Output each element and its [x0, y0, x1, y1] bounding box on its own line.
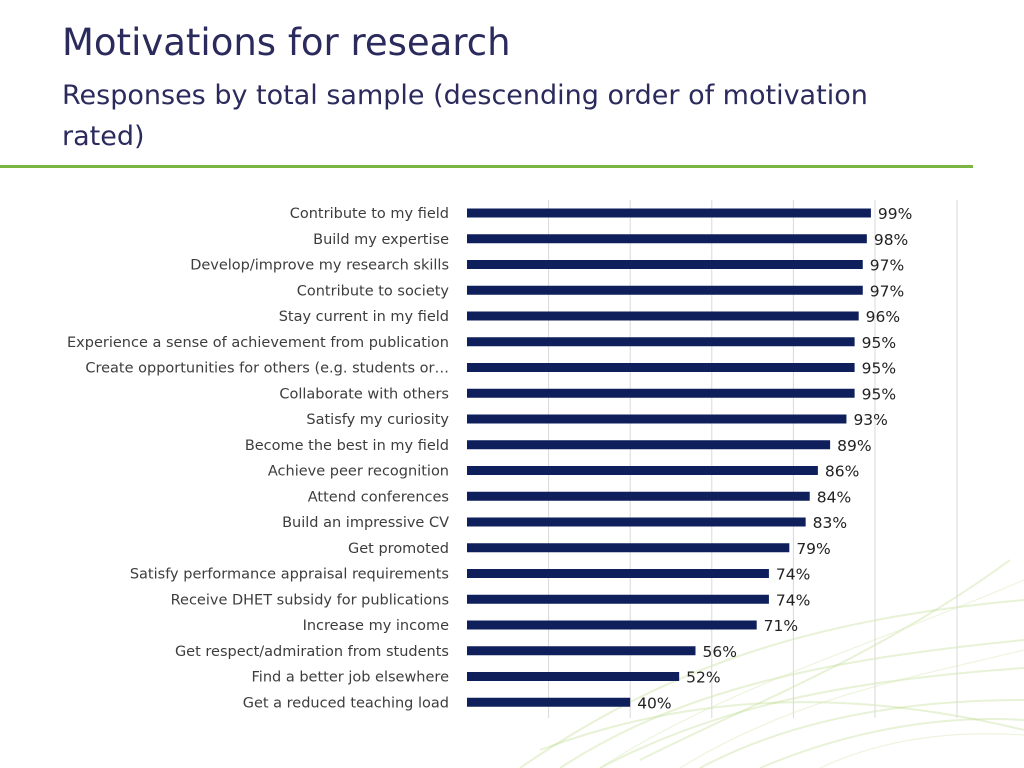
category-label: Attend conferences — [308, 489, 449, 505]
value-label: 52% — [686, 669, 720, 687]
bar — [467, 414, 847, 424]
category-label: Achieve peer recognition — [268, 464, 449, 480]
bar — [467, 543, 790, 553]
category-labels: Contribute to my field Build my expertise… — [67, 206, 449, 711]
category-label: Create opportunities for others (e.g. st… — [85, 361, 449, 377]
category-label: Build an impressive CV — [282, 515, 449, 531]
bar — [467, 672, 680, 681]
value-label: 97% — [870, 282, 904, 300]
value-label: 74% — [776, 566, 810, 584]
category-label: Stay current in my field — [279, 309, 449, 325]
bar — [467, 363, 855, 372]
category-label: Satisfy my curiosity — [306, 412, 449, 428]
bar — [467, 697, 631, 707]
value-label: 71% — [764, 617, 798, 635]
category-label: Develop/improve my research skills — [190, 258, 449, 274]
bar — [467, 491, 810, 501]
category-label: Build my expertise — [313, 232, 449, 248]
category-label: Get promoted — [348, 541, 449, 557]
value-label: 83% — [813, 514, 847, 532]
value-label: 95% — [862, 334, 896, 352]
title-divider — [0, 165, 973, 168]
category-label: Satisfy performance appraisal requiremen… — [130, 567, 449, 583]
category-label: Contribute to society — [297, 283, 450, 299]
value-label: 40% — [637, 694, 671, 712]
category-label: Get a reduced teaching load — [243, 695, 449, 711]
category-label: Experience a sense of achievement from p… — [67, 335, 449, 351]
gridlines — [548, 200, 958, 718]
slide-title: Motivations for research — [62, 21, 511, 64]
bar — [467, 388, 855, 398]
value-labels: 99% 98% 97% 97% 96% 95% 95% 95% 93% 89% 86% 84% 83% 7… — [637, 205, 912, 712]
bar — [467, 285, 863, 295]
slide-subtitle: Responses by total sample (descending or… — [62, 80, 868, 152]
bar — [467, 569, 769, 578]
value-label: 99% — [878, 205, 912, 223]
value-label: 79% — [796, 540, 830, 558]
value-label: 89% — [837, 437, 871, 455]
category-label: Get respect/admiration from students — [175, 644, 449, 660]
value-label: 84% — [817, 488, 851, 506]
bar — [467, 234, 867, 244]
value-label: 74% — [776, 591, 810, 609]
bars — [467, 208, 871, 707]
bar — [467, 594, 769, 604]
value-label: 86% — [825, 463, 859, 481]
bar — [467, 440, 831, 450]
category-label: Collaborate with others — [279, 386, 449, 402]
value-label: 56% — [702, 643, 736, 661]
category-label: Find a better job elsewhere — [252, 670, 450, 686]
value-label: 96% — [866, 308, 900, 326]
bar — [467, 337, 855, 347]
bar — [467, 646, 696, 656]
bar — [467, 620, 757, 630]
category-label: Receive DHET subsidy for publications — [171, 592, 449, 608]
value-label: 95% — [862, 385, 896, 403]
bar — [467, 517, 806, 527]
category-label: Increase my income — [303, 618, 449, 634]
value-label: 93% — [853, 411, 887, 429]
value-label: 95% — [862, 360, 896, 378]
value-label: 97% — [870, 257, 904, 275]
bar — [467, 260, 863, 269]
bar — [467, 311, 859, 321]
category-label: Contribute to my field — [290, 206, 449, 222]
bar — [467, 466, 818, 475]
bar — [467, 208, 871, 218]
category-label: Become the best in my field — [245, 438, 449, 454]
value-label: 98% — [874, 231, 908, 249]
